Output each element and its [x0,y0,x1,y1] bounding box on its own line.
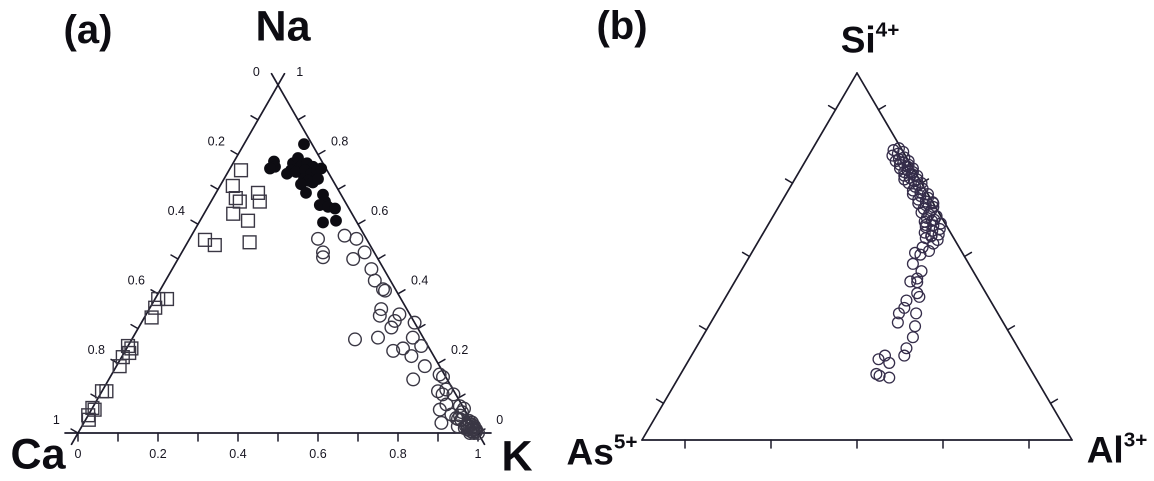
corner-label-si: Si4+ [840,18,900,61]
panel-b-label: (b) [596,4,648,48]
svg-text:0: 0 [75,447,82,461]
corner-label-as-sup: 5+ [613,430,638,454]
svg-text:0.8: 0.8 [88,343,105,357]
svg-text:0.6: 0.6 [371,204,388,218]
corner-label-as: As5+ [566,430,638,473]
svg-text:0.6: 0.6 [309,447,326,461]
svg-text:0.4: 0.4 [411,274,428,288]
svg-text:0.8: 0.8 [331,134,348,148]
corner-label-si-text: Si [840,19,876,61]
svg-text:0.2: 0.2 [208,134,225,148]
corner-label-ca: Ca [10,430,66,479]
corner-label-al: Al3+ [1086,428,1148,471]
svg-text:0: 0 [496,413,503,427]
corner-label-si-sup: 4+ [875,18,900,42]
corner-label-k-text: K [501,432,533,481]
svg-text:0.6: 0.6 [128,274,145,288]
panel-a-label: (a) [63,8,113,52]
corner-label-al-sup: 3+ [1123,428,1148,452]
svg-text:0.2: 0.2 [451,343,468,357]
svg-text:0: 0 [253,65,260,79]
svg-text:1: 1 [53,413,60,427]
corner-label-na-text: Na [255,2,311,51]
corner-label-k: K [501,432,533,481]
svg-text:0.4: 0.4 [168,204,185,218]
svg-text:0.8: 0.8 [389,447,406,461]
corner-label-al-text: Al [1086,429,1124,471]
corner-label-ca-text: Ca [10,430,66,479]
corner-label-as-text: As [566,431,614,473]
svg-text:0.2: 0.2 [149,447,166,461]
svg-text:0.4: 0.4 [229,447,246,461]
svg-text:1: 1 [296,65,303,79]
svg-text:1: 1 [475,447,482,461]
corner-label-na: Na [255,2,311,51]
